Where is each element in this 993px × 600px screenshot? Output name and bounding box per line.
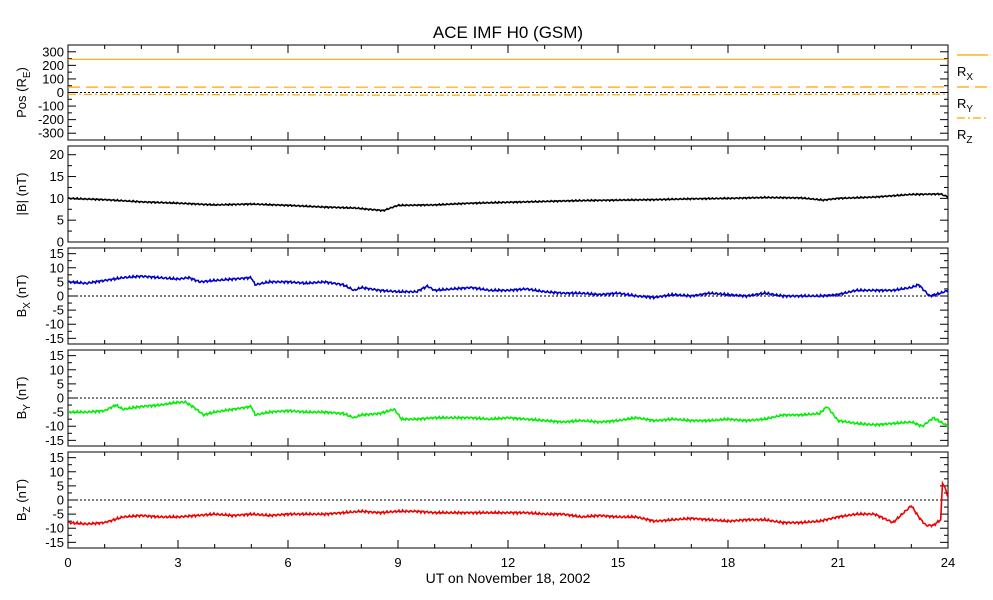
x-tick-label: 12 (501, 555, 515, 570)
y-tick-label: 5 (57, 274, 64, 289)
y-tick-label: -15 (45, 535, 64, 550)
y-tick-label: 100 (42, 71, 64, 86)
legend-label-sub: X (966, 72, 973, 83)
y-tick-label: 10 (50, 362, 64, 377)
y-tick-label: -15 (45, 433, 64, 448)
y-axis-title-end: ) (14, 67, 29, 71)
y-axis-title-sub: Y (22, 404, 33, 411)
x-tick-label: 18 (721, 555, 735, 570)
legend-label: RX (957, 64, 973, 83)
y-axis-title-main: B (14, 309, 29, 318)
y-tick-label: 5 (57, 213, 64, 228)
y-tick-label: -200 (38, 112, 64, 127)
x-tick-label: 15 (611, 555, 625, 570)
y-tick-label: 0 (57, 85, 64, 100)
y-tick-label: 0 (57, 493, 64, 508)
series-line-by-0 (68, 399, 948, 428)
y-tick-label: 5 (57, 376, 64, 391)
legend-label-sub: Z (966, 135, 972, 146)
y-axis-title-main: B (14, 512, 29, 521)
panel-frame (67, 145, 949, 243)
y-axis-title-end: (nT) (14, 275, 29, 302)
legend-label-main: R (957, 96, 966, 111)
y-tick-label: 15 (50, 169, 64, 184)
x-tick-label: 3 (174, 555, 181, 570)
y-axis-title-end: (nT) (14, 377, 29, 404)
x-axis-label: UT on November 18, 2002 (426, 570, 591, 586)
y-tick-label: -300 (38, 126, 64, 141)
y-axis-title: BY (nT) (14, 377, 33, 420)
y-tick-label: 15 (50, 246, 64, 261)
legend-label-main: R (957, 64, 966, 79)
series-line-pos-2 (68, 93, 948, 96)
y-tick-label: 300 (42, 44, 64, 59)
x-axis: 0 3 6 9 12 15 18 21 24 (64, 555, 955, 570)
panel-bt: 20 15 10 5 0 |B| (nT) (14, 145, 949, 250)
y-axis-title-main: Pos (R (14, 78, 29, 118)
y-axis-title-sub: E (22, 71, 33, 78)
y-tick-label: -100 (38, 99, 64, 114)
y-tick-label: 5 (57, 478, 64, 493)
x-tick-label: 6 (284, 555, 291, 570)
y-tick-label: 15 (50, 450, 64, 465)
y-tick-label: 200 (42, 58, 64, 73)
y-axis-title-main: |B| (nT) (14, 173, 29, 216)
chart-title: ACE IMF H0 (GSM) (433, 23, 583, 42)
y-axis-title-end: (nT) (14, 479, 29, 506)
y-axis-title: BX (nT) (14, 275, 33, 318)
legend-label-sub: Y (966, 104, 973, 115)
series-line-bz-0 (68, 480, 948, 528)
y-tick-label: -10 (45, 521, 64, 536)
y-axis-title: BZ (nT) (14, 479, 33, 521)
y-tick-label: 0 (57, 391, 64, 406)
y-tick-label: 10 (50, 191, 64, 206)
y-tick-label: 10 (50, 464, 64, 479)
y-tick-label: -5 (52, 405, 64, 420)
y-tick-label: -10 (45, 419, 64, 434)
y-tick-label: 0 (57, 289, 64, 304)
y-axis-title: Pos (RE) (14, 67, 33, 118)
y-axis-title: |B| (nT) (14, 173, 29, 216)
legend-label: RZ (957, 127, 973, 146)
x-tick-label: 21 (831, 555, 845, 570)
x-tick-label: 0 (64, 555, 71, 570)
y-tick-label: 10 (50, 260, 64, 275)
y-axis-title-sub: Z (22, 506, 33, 512)
series-line-bx-0 (68, 274, 948, 300)
y-tick-label: -5 (52, 507, 64, 522)
x-tick-label: 9 (394, 555, 401, 570)
legend-label-main: R (957, 127, 966, 142)
legend-label: RY (957, 96, 973, 115)
series-line-bt-0 (68, 192, 948, 213)
y-tick-label: 15 (50, 348, 64, 363)
y-axis-title-main: B (14, 411, 29, 420)
y-axis-title-sub: X (22, 302, 33, 309)
y-tick-label: 0 (57, 235, 64, 250)
y-tick-label: 20 (50, 147, 64, 162)
y-tick-label: -10 (45, 317, 64, 332)
y-tick-label: -5 (52, 303, 64, 318)
y-tick-label: -15 (45, 331, 64, 346)
x-tick-label: 24 (941, 555, 955, 570)
